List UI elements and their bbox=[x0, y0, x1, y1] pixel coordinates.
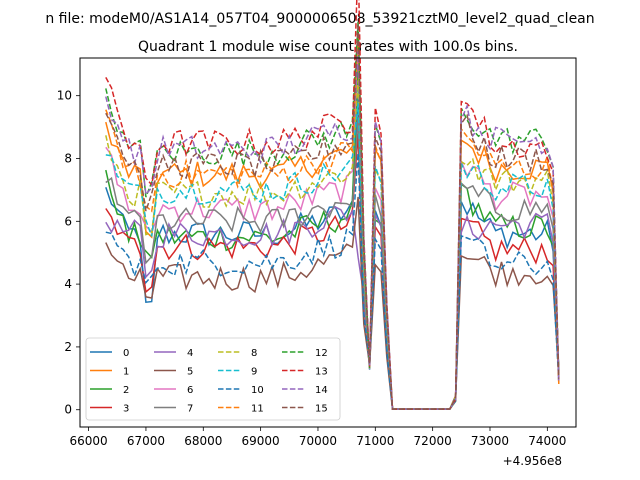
legend-label-15: 15 bbox=[315, 404, 328, 415]
y-tick-label: 0 bbox=[64, 403, 72, 417]
plot-frame bbox=[79, 57, 577, 428]
series-line-6 bbox=[105, 40, 560, 410]
x-tick-label: 70000 bbox=[299, 434, 337, 448]
series-line-9 bbox=[105, 102, 560, 410]
series-line-3 bbox=[105, 133, 560, 410]
legend-label-0: 0 bbox=[123, 348, 129, 359]
x-tick-label: 72000 bbox=[414, 434, 452, 448]
x-tick-label: 73000 bbox=[471, 434, 509, 448]
legend-label-4: 4 bbox=[187, 348, 193, 359]
legend-label-10: 10 bbox=[251, 385, 264, 396]
x-tick-label: 67000 bbox=[127, 434, 165, 448]
series-line-5 bbox=[105, 196, 560, 410]
series-line-11 bbox=[105, 32, 560, 410]
y-tick-label: 10 bbox=[57, 89, 72, 103]
plot-lines bbox=[105, 0, 560, 410]
figure-suptitle: n file: modeM0/AS1A14_057T04_9000006508_… bbox=[45, 11, 594, 27]
legend-label-1: 1 bbox=[123, 367, 129, 378]
x-tick-label: 66000 bbox=[70, 434, 108, 448]
series-line-10 bbox=[105, 153, 560, 410]
series-line-15 bbox=[105, 23, 560, 410]
chart-title: Quadrant 1 module wise count rates with … bbox=[138, 39, 518, 55]
y-tick-label: 2 bbox=[64, 340, 72, 354]
series-line-8 bbox=[105, 80, 560, 410]
x-tick-label: 74000 bbox=[528, 434, 566, 448]
legend-label-2: 2 bbox=[123, 385, 129, 396]
x-axis: 66000 67000 68000 69000 70000 71000 72000 73000… bbox=[70, 427, 566, 448]
y-tick-label: 8 bbox=[64, 151, 72, 165]
x-tick-label: 71000 bbox=[356, 434, 394, 448]
legend-label-11: 11 bbox=[251, 404, 264, 415]
y-axis: 0 2 4 6 8 10 bbox=[57, 89, 80, 417]
legend-label-12: 12 bbox=[315, 348, 328, 359]
x-tick-label: 69000 bbox=[242, 434, 280, 448]
legend-box bbox=[85, 337, 341, 421]
legend-label-13: 13 bbox=[315, 367, 328, 378]
legend-label-8: 8 bbox=[251, 348, 257, 359]
legend-label-14: 14 bbox=[315, 385, 328, 396]
x-tick-label: 68000 bbox=[184, 434, 222, 448]
legend-label-3: 3 bbox=[123, 404, 129, 415]
series-line-7 bbox=[105, 116, 560, 410]
series-line-13 bbox=[105, 0, 560, 410]
x-offset-label: +4.956e8 bbox=[503, 454, 562, 468]
series-line-2 bbox=[105, 59, 560, 410]
legend-label-6: 6 bbox=[187, 385, 193, 396]
y-tick-label: 4 bbox=[64, 277, 72, 291]
legend-label-9: 9 bbox=[251, 367, 257, 378]
legend-label-5: 5 bbox=[187, 367, 193, 378]
legend-label-7: 7 bbox=[187, 404, 193, 415]
series-line-12 bbox=[105, 21, 560, 410]
y-tick-label: 6 bbox=[64, 214, 72, 228]
